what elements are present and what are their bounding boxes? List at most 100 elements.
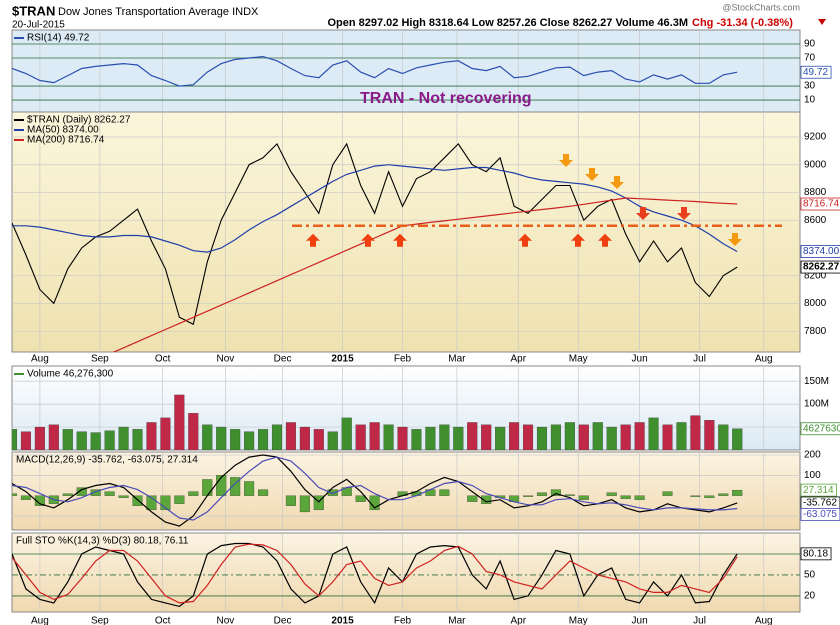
volume-bar [369,422,380,450]
histogram-bar [188,491,199,496]
volume-bar [718,424,729,450]
histogram-bar [634,495,645,500]
x-tick-label: Aug [755,354,773,365]
down-arrow [610,176,624,189]
y-tick-label: 8600 [804,215,827,226]
panel [12,30,800,112]
symbol: $TRAN [12,3,55,18]
y-tick-label: 9200 [804,132,827,143]
histogram-bar [704,495,715,498]
value-tag-label: 46276300 [803,423,840,434]
x-tick-label: Dec [274,616,292,625]
volume-bar [299,426,310,450]
x-tick-label: Feb [394,616,412,625]
legend-entry: $TRAN (Daily) 8262.27 [27,115,131,126]
volume-bar [216,426,227,450]
value-tag-label: 27.314 [803,485,834,496]
legend-entry: MA(50) 8374.00 [27,125,99,136]
histogram-bar [550,489,561,496]
x-tick-label: Aug [31,354,49,365]
change-icon [818,19,826,25]
volume-bar [355,424,366,450]
volume-bar [20,431,31,450]
up-arrow [518,233,532,247]
histogram-bar [439,489,450,496]
volume-bar [188,413,199,450]
volume-bar [341,417,352,450]
volume-bar [62,429,73,450]
y-tick-label: 8800 [804,187,827,198]
histogram-bar [564,494,575,496]
x-tick-label: May [569,616,588,625]
volume-bar [536,426,548,450]
series-line [12,454,738,527]
value-tag [800,65,832,79]
volume-bar [732,428,743,450]
histogram-bar [118,495,129,498]
volume-bar [481,424,492,450]
value-tag [800,197,840,211]
panel [12,112,800,352]
volume-bar [90,432,101,450]
histogram-bar [34,495,45,506]
x-tick-label: Apr [510,354,526,365]
security-name: Dow Jones Transportation Average INDX [58,6,259,18]
histogram-bar [174,495,185,504]
panel [12,366,800,450]
volume-bar [509,422,520,450]
x-tick-label: Nov [216,616,234,625]
volume-bar [271,424,283,450]
series-line [12,55,738,87]
legend-text: Full STO %K(14,3) %D(3) 80.18, 76.11 [16,536,189,547]
x-tick-label: Oct [155,616,171,625]
legend-entry: Volume 46,276,300 [27,369,114,380]
volume-bar [578,424,589,450]
histogram-bar [258,489,269,496]
histogram-bar [76,487,87,496]
value-tag-label: 49.72 [803,67,828,78]
series-line [12,456,738,521]
y-tick-label: 30 [804,81,816,92]
volume-bar [132,429,143,450]
y-tick-label: 20 [804,591,816,602]
volume-bar [397,426,408,450]
histogram-bar [299,495,310,513]
histogram-bar [467,495,478,502]
x-tick-label: Nov [216,354,234,365]
histogram-bar [578,495,589,500]
value-tag [800,483,837,497]
histogram-bar [12,493,18,496]
panel [12,452,800,530]
series-line [12,142,738,326]
x-tick-label: Aug [31,616,49,625]
y-tick-label: 90 [804,39,816,50]
y-tick-label: 9000 [804,159,827,170]
histogram-bar [160,495,171,511]
volume-bar [453,426,464,450]
volume-bar [550,424,561,450]
change: Chg -31.34 (-0.38%) [692,17,793,29]
volume-bar [662,424,673,450]
x-tick-label: Jul [693,354,706,365]
histogram-bar [62,493,73,496]
up-arrow [306,233,320,247]
histogram-bar [606,492,617,496]
histogram-bar [146,495,157,511]
volume-bar [313,429,324,450]
value-tag-label: 8716.74 [803,199,840,210]
down-arrow [559,154,573,167]
x-tick-label: Feb [394,354,412,365]
histogram-bar [230,477,241,496]
volume-bar [285,422,296,450]
histogram-bar [244,481,255,496]
histogram-bar [536,492,548,496]
up-arrow [598,233,612,247]
y-tick-label: 100 [804,470,821,481]
down-arrow [728,233,742,246]
source: @StockCharts.com [722,2,800,12]
volume-bar [676,422,687,450]
histogram-bar [216,475,227,496]
volume-bar [383,424,394,450]
histogram-bar [523,495,534,497]
